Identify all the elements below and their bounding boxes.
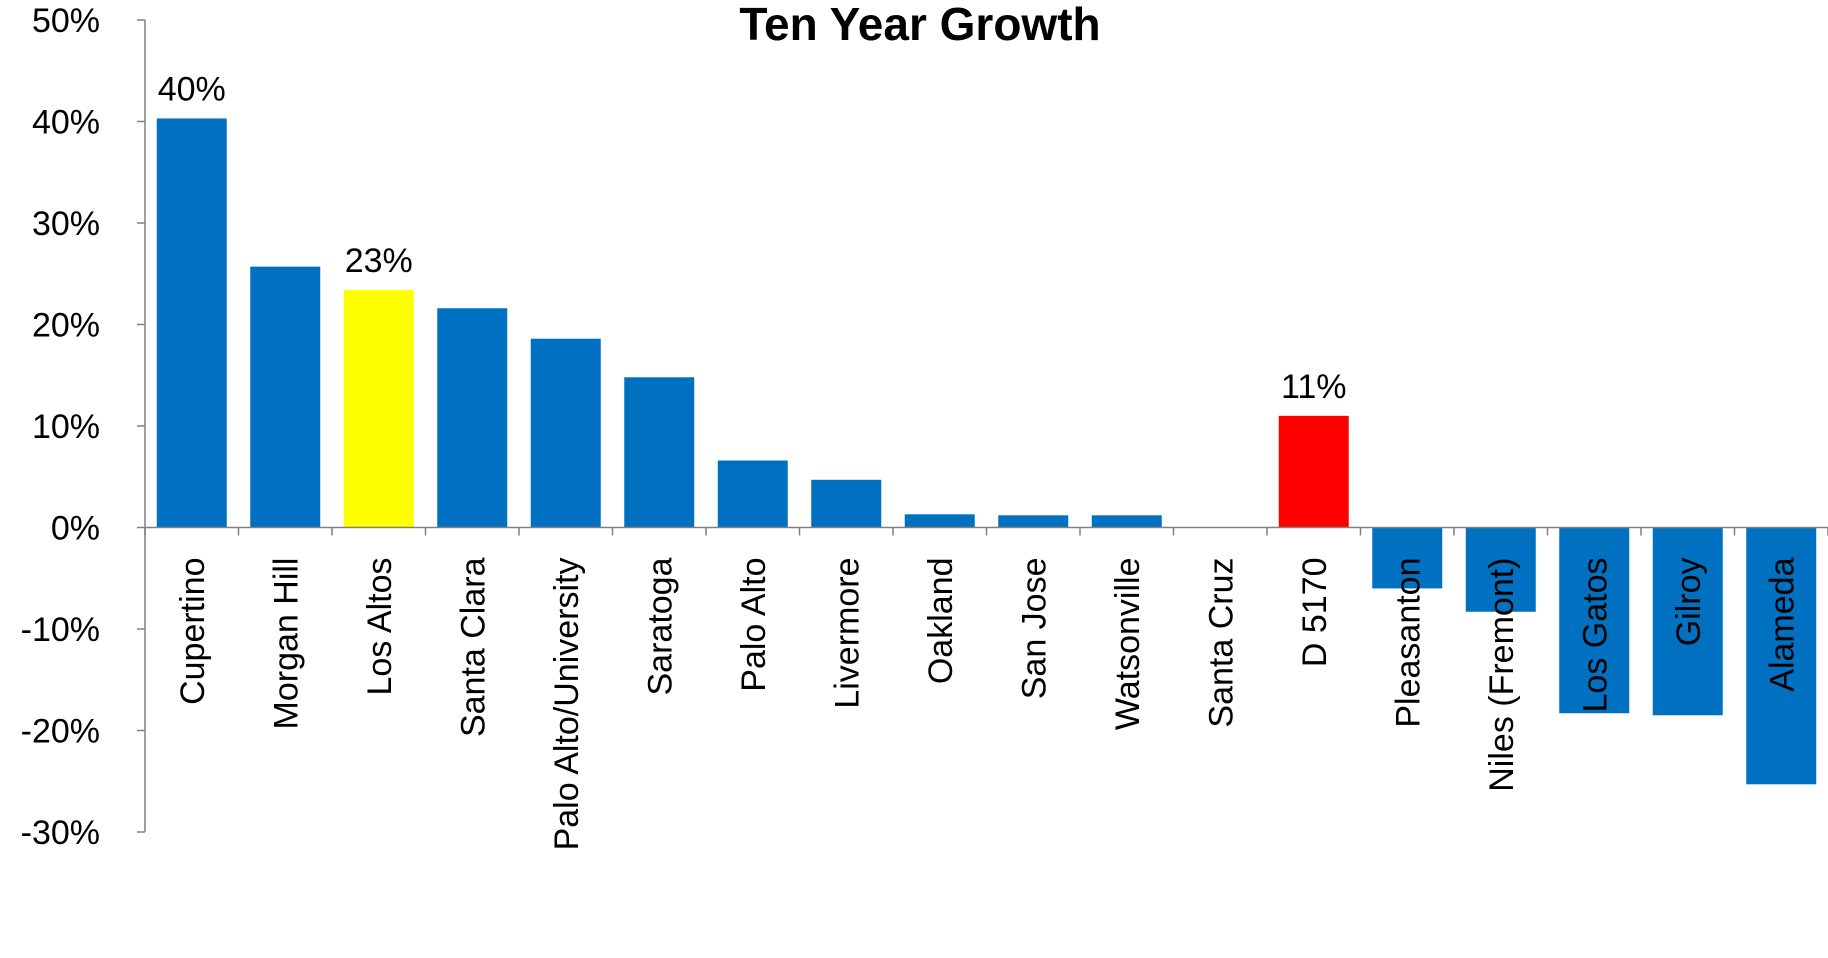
y-tick-label: -30% — [21, 814, 100, 852]
y-tick-label: -20% — [21, 713, 100, 751]
category-label: Los Altos — [361, 558, 399, 696]
category-label: Palo Alto — [735, 558, 773, 692]
category-label: San Jose — [1015, 558, 1053, 700]
y-tick-label: 20% — [32, 307, 100, 345]
category-label: Palo Alto/University — [548, 558, 586, 851]
category-label: Morgan Hill — [267, 558, 305, 730]
category-label: Alameda — [1763, 557, 1801, 691]
data-labels: 40% 23% 11% — [158, 70, 1347, 405]
category-label: Oakland — [922, 558, 960, 685]
category-label: Saratoga — [641, 557, 679, 695]
category-labels: Cupertino Morgan Hill Los Altos Santa Clara… — [174, 557, 1802, 850]
y-tick-label: 50% — [32, 2, 100, 40]
bar — [156, 118, 227, 528]
y-tick-label: 30% — [32, 205, 100, 243]
bar — [250, 266, 321, 528]
bar — [530, 338, 601, 528]
category-label: Watsonville — [1109, 558, 1147, 731]
bar — [717, 460, 788, 528]
y-tick-label: 10% — [32, 408, 100, 446]
bar — [1746, 527, 1817, 785]
bar — [1559, 527, 1630, 714]
category-label: Los Gatos — [1576, 558, 1614, 713]
bar — [998, 515, 1069, 528]
category-label: Cupertino — [174, 558, 212, 705]
data-label: 11% — [1281, 368, 1347, 406]
data-label: 23% — [345, 242, 413, 280]
bar — [437, 308, 508, 528]
bar — [343, 289, 414, 528]
category-label: Pleasanton — [1389, 558, 1427, 728]
bar — [904, 514, 975, 528]
bar — [1278, 415, 1349, 528]
bar — [811, 479, 882, 528]
category-label: Gilroy — [1670, 558, 1708, 647]
x-axis — [144, 526, 1828, 536]
category-label: Niles (Fremont) — [1483, 558, 1521, 792]
y-tick-label: 40% — [32, 104, 100, 142]
bar — [1372, 527, 1443, 589]
category-label: Livermore — [828, 558, 866, 709]
bar — [1652, 527, 1723, 716]
bar — [1091, 515, 1162, 528]
y-tick-label: -10% — [21, 611, 100, 649]
category-label: Santa Clara — [454, 557, 492, 737]
y-tick-label: 0% — [51, 510, 100, 548]
data-label: 40% — [158, 70, 226, 108]
bar — [624, 377, 695, 528]
y-axis: 50% 40% 30% 20% 10% 0% -10% -20% -30% — [21, 2, 146, 852]
category-label: Santa Cruz — [1202, 558, 1240, 728]
bar — [1465, 527, 1536, 612]
chart-title: Ten Year Growth — [739, 0, 1100, 50]
bars — [156, 118, 1817, 785]
category-label: D 5170 — [1296, 558, 1334, 668]
